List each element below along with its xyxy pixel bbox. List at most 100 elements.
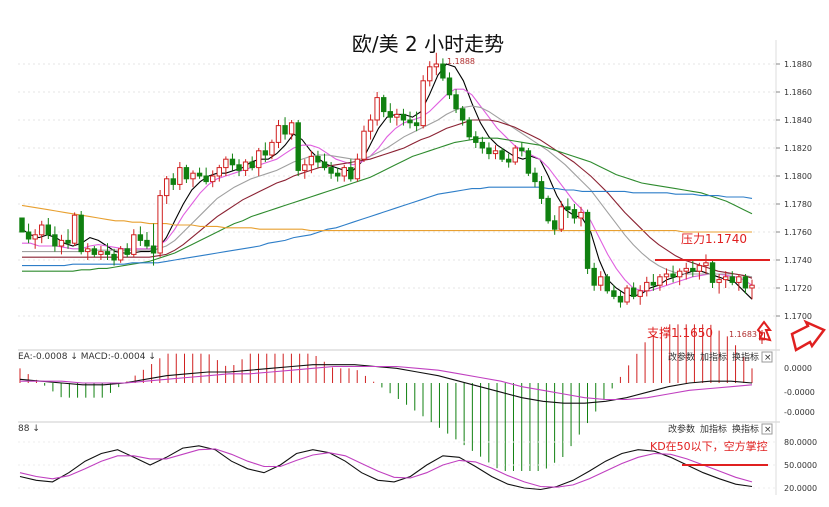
y-tick-label: 1.1700 [784, 312, 812, 321]
candle-body [420, 80, 426, 127]
candle-body [341, 167, 347, 177]
candle-body [315, 155, 321, 163]
macd-close-icon[interactable]: × [764, 353, 772, 363]
candle-body [177, 167, 183, 185]
kd-annotation: KD在50以下，空方掌控 [650, 439, 768, 453]
candle-body [381, 97, 387, 113]
right-arrow-icon [790, 319, 826, 352]
ma-line [22, 119, 753, 279]
candle-body [657, 276, 663, 286]
candle-body [584, 211, 591, 269]
candle-body [45, 224, 52, 236]
candle-body [242, 161, 249, 171]
resistance-label: 压力1.1740 [681, 232, 747, 246]
candle-body [486, 147, 492, 155]
candle-body [407, 119, 413, 124]
candle-body [611, 290, 617, 297]
ma-line [22, 105, 753, 278]
support-arrow-icon [756, 320, 772, 342]
candle-body [413, 122, 420, 127]
macd-dif-line [19, 364, 753, 404]
y-tick-label: 1.1820 [784, 144, 812, 153]
y-tick-label: 1.1800 [784, 172, 812, 181]
candle-body [749, 284, 755, 289]
ma-line [22, 186, 753, 267]
candle-body [354, 158, 361, 180]
y-axis: 1.1880 1.1860 1.1840 1.1820 1.1800 1.1780 1.17… [776, 60, 812, 321]
candle-body [65, 239, 71, 244]
kd-button-switch[interactable]: 换指标 [732, 423, 759, 435]
chart-title: 欧/美 2 小时走势 [352, 32, 504, 56]
candle-body [78, 214, 84, 253]
candle-body [703, 262, 709, 267]
candle-body [256, 150, 262, 169]
macd-header: EA:-0.0008 ↓ MACD:-0.0004 ↓ [18, 352, 156, 362]
candle-body [157, 195, 163, 254]
candle-body [598, 276, 604, 286]
ma-line [21, 63, 753, 300]
candle-body [427, 66, 433, 82]
kd-y-tick: 20.0000 [784, 484, 817, 493]
kd-close-box[interactable] [761, 423, 773, 435]
candle-body [131, 234, 137, 255]
candle-body [690, 267, 696, 272]
candle-body [25, 231, 32, 240]
y-tick-label: 1.1780 [784, 200, 812, 209]
candle-body [295, 122, 301, 171]
macd-close-box[interactable] [761, 351, 773, 363]
candle-body [722, 276, 729, 281]
candle-body [367, 119, 374, 132]
candle-body [663, 273, 670, 278]
candle-body [117, 248, 124, 261]
candle-body [150, 245, 157, 254]
macd-y-tick: 0.0000 [784, 364, 812, 373]
candle-body [637, 290, 643, 297]
macd-button-add[interactable]: 加指标 [700, 351, 727, 363]
candle-body [538, 181, 545, 199]
candle-body [269, 141, 275, 156]
candle-body [348, 167, 354, 180]
candle-body [163, 178, 170, 197]
macd-dea-line [20, 365, 753, 401]
candle-body [229, 158, 236, 166]
candle-body [275, 125, 282, 143]
macd-y-tick: -0.0000 [784, 408, 815, 417]
candle-body [85, 248, 91, 253]
candle-body [203, 175, 209, 183]
kd-button-add[interactable]: 加指标 [700, 423, 727, 435]
candle-body [473, 136, 479, 143]
candle-body [400, 113, 407, 121]
macd-button-params[interactable]: 改参数 [668, 351, 695, 363]
candles [19, 52, 765, 344]
kd-d-line [19, 448, 753, 488]
macd-button-switch[interactable]: 换指标 [732, 351, 759, 363]
candle-body [492, 150, 499, 155]
candle-body [308, 155, 315, 166]
candle-body [545, 197, 551, 222]
kd-button-params[interactable]: 改参数 [668, 423, 695, 435]
candle-body [571, 209, 578, 219]
candle-body [433, 63, 440, 68]
candle-body [124, 248, 130, 255]
candle-body [334, 172, 341, 177]
candle-body [670, 273, 676, 278]
candle-body [104, 251, 111, 255]
candle-body [479, 141, 486, 149]
y-tick-label: 1.1740 [784, 256, 812, 265]
candle-body [236, 164, 242, 171]
kd-close-icon[interactable]: × [764, 425, 772, 435]
kd-panel: 80.0000 50.0000 20.0000 [18, 438, 817, 493]
candle-body [374, 97, 380, 121]
candle-body [302, 164, 308, 171]
y-tick-label: 1.1860 [784, 88, 812, 97]
candle-body [696, 265, 703, 272]
candle-body [650, 281, 657, 286]
candle-body [249, 161, 255, 169]
candle-body [578, 211, 584, 219]
candle-body [183, 167, 190, 180]
moving-averages [21, 63, 753, 300]
candle-body [525, 150, 532, 174]
candle-body [321, 161, 328, 169]
y-tick-label: 1.1720 [784, 284, 812, 293]
